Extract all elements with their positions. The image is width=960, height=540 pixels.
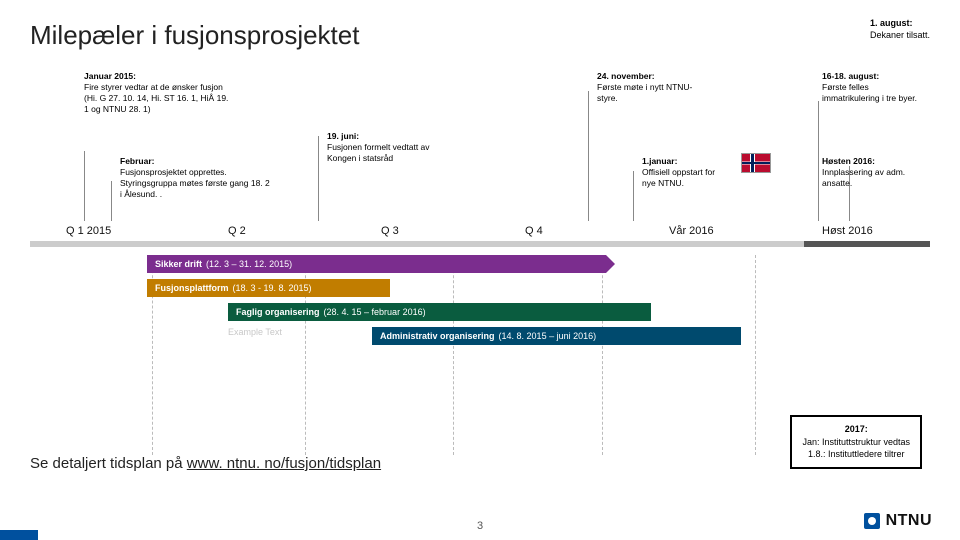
bar-admin: Administrativ organisering (14. 8. 2015 … — [372, 327, 741, 345]
connector — [818, 101, 819, 221]
event-aug1-body: Dekaner tilsatt. — [870, 30, 930, 40]
event-body: Første felles immatrikulering i tre byer… — [822, 82, 917, 104]
event-hdr: 24. november: — [597, 71, 707, 82]
bar-range: (18. 3 - 19. 8. 2015) — [233, 283, 312, 293]
bar-label: Sikker drift — [155, 259, 202, 269]
page-title: Milepæler i fusjonsprosjektet — [30, 20, 930, 51]
event-jan2015: Januar 2015: Fire styrer vedtar at de øn… — [84, 71, 234, 115]
event-body: Offisiell oppstart for nye NTNU. — [642, 167, 722, 189]
event-feb: Februar: Fusjonsprosjektet opprettes. St… — [120, 156, 270, 200]
example-text: Example Text — [228, 327, 282, 337]
event-body: Innplassering av adm. ansatte. — [822, 167, 917, 189]
event-aug1-hdr: 1. august: — [870, 18, 913, 28]
gridline — [453, 255, 454, 455]
bar-range: (14. 8. 2015 – juni 2016) — [499, 331, 597, 341]
event-juni: 19. juni: Fusjonen formelt vedtatt av Ko… — [327, 131, 447, 164]
footer-text: Se detaljert tidsplan på — [30, 455, 187, 472]
bar-faglig: Faglig organisering (28. 4. 15 – februar… — [228, 303, 651, 321]
event-hdr: Høsten 2016: — [822, 156, 917, 167]
bar-range: (12. 3 – 31. 12. 2015) — [206, 259, 292, 269]
page-number: 3 — [477, 520, 483, 532]
bars-area: Sikker drift (12. 3 – 31. 12. 2015) .bar… — [30, 255, 930, 385]
event-hdr: Januar 2015: — [84, 71, 234, 82]
event-janoff: 1.januar: Offisiell oppstart for nye NTN… — [642, 156, 722, 189]
footer-link[interactable]: www. ntnu. no/fusjon/tidsplan — [187, 455, 381, 472]
bar-fusjonsplattform: Fusjonsplattform (18. 3 - 19. 8. 2015) — [147, 279, 390, 297]
event-aug: 16-18. august: Første felles immatrikule… — [822, 71, 917, 104]
period-q3: Q 3 — [381, 225, 399, 237]
callout-2017: 2017: Jan: Instituttstruktur vedtas 1.8.… — [790, 415, 922, 469]
connector — [588, 91, 589, 221]
period-q2: Q 2 — [228, 225, 246, 237]
timeline-end-seg — [804, 241, 930, 247]
ntnu-logo-text: NTNU — [886, 512, 932, 530]
footer-link-row: Se detaljert tidsplan på www. ntnu. no/f… — [30, 455, 381, 472]
event-host: Høsten 2016: Innplassering av adm. ansat… — [822, 156, 917, 189]
bar-label: Faglig organisering — [236, 307, 320, 317]
connector — [111, 181, 112, 221]
gridline — [602, 255, 603, 455]
bar-label: Fusjonsplattform — [155, 283, 229, 293]
footer-accent-bar — [0, 530, 38, 540]
connector — [84, 151, 85, 221]
event-hdr: 1.januar: — [642, 156, 722, 167]
bar-sikker-drift: Sikker drift (12. 3 – 31. 12. 2015) — [147, 255, 606, 273]
gridline — [755, 255, 756, 455]
period-vaar: Vår 2016 — [669, 225, 714, 237]
event-body: Fusjonen formelt vedtatt av Kongen i sta… — [327, 142, 447, 164]
ntnu-logo-icon — [864, 513, 880, 529]
bar-range: (28. 4. 15 – februar 2016) — [324, 307, 426, 317]
event-hdr: 16-18. august: — [822, 71, 917, 82]
period-labels: Q 1 2015 Q 2 Q 3 Q 4 Vår 2016 Høst 2016 — [30, 221, 930, 241]
callout-l1: Jan: Instituttstruktur vedtas — [802, 437, 910, 447]
norway-flag-icon — [741, 153, 771, 173]
period-host: Høst 2016 — [822, 225, 873, 237]
event-body: Første møte i nytt NTNU-styre. — [597, 82, 707, 104]
period-q1: Q 1 2015 — [66, 225, 111, 237]
event-hdr: 19. juni: — [327, 131, 447, 142]
connector — [633, 171, 634, 221]
event-body: Fusjonsprosjektet opprettes. Styringsgru… — [120, 167, 270, 200]
event-hdr: Februar: — [120, 156, 270, 167]
timeline-axis — [30, 241, 930, 247]
slide: Milepæler i fusjonsprosjektet 1. august:… — [0, 0, 960, 540]
callout-title: 2017: — [845, 424, 868, 434]
period-q4: Q 4 — [525, 225, 543, 237]
bar-label: Administrativ organisering — [380, 331, 495, 341]
event-nov: 24. november: Første møte i nytt NTNU-st… — [597, 71, 707, 104]
event-aug1: 1. august: Dekaner tilsatt. — [870, 18, 930, 41]
event-body: Fire styrer vedtar at de ønsker fusjon (… — [84, 82, 234, 115]
connector — [318, 136, 319, 221]
ntnu-logo: NTNU — [864, 512, 932, 530]
callout-l2: 1.8.: Instituttledere tiltrer — [808, 449, 905, 459]
events-area: Januar 2015: Fire styrer vedtar at de øn… — [30, 61, 930, 221]
